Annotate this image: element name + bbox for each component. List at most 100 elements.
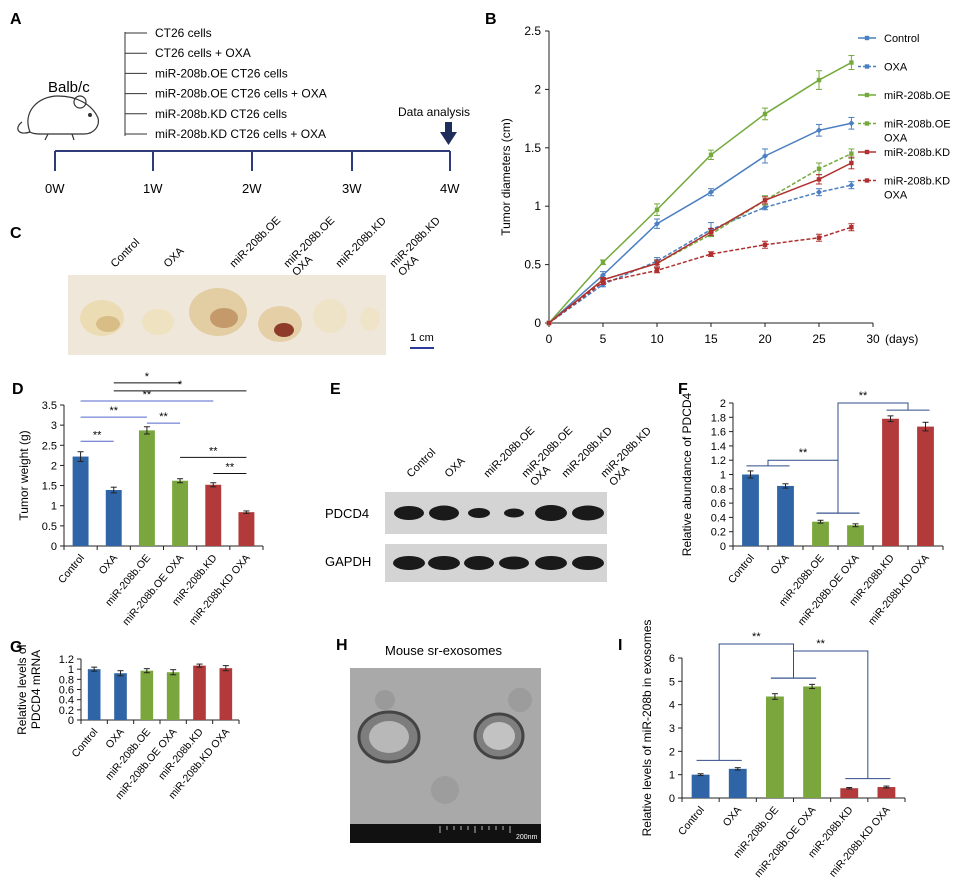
pdcd4-band xyxy=(504,508,524,518)
bar xyxy=(847,525,864,546)
chart-b: B 0 0.5 1 1.5 2 2.5 0 5 10 15 20 25 30 (days) Tumor dia… xyxy=(485,11,951,346)
b-point xyxy=(600,260,606,265)
bar xyxy=(777,485,794,546)
bar xyxy=(166,672,180,720)
tumor-label: miR-208b.OEOXA xyxy=(282,215,346,279)
gapdh-band xyxy=(393,556,425,570)
b-point xyxy=(708,229,714,235)
b-point xyxy=(816,189,822,196)
bar xyxy=(105,490,122,546)
b-y-tick-label: 2.5 xyxy=(524,24,541,38)
blot-lane-label: Control xyxy=(405,447,439,481)
b-legend-marker xyxy=(864,178,870,183)
gapdh-band xyxy=(464,556,494,570)
b-legend-label: OXA xyxy=(884,62,908,74)
b-legend-marker xyxy=(864,92,870,98)
category-label: miR-208b.KD OXA xyxy=(866,552,932,627)
category-label: miR-208b.OE OXA xyxy=(796,552,862,628)
y-tick-label: 1.6 xyxy=(711,427,726,439)
significance-label: ** xyxy=(209,445,218,457)
b-x-tick-label: 5 xyxy=(600,332,607,346)
b-point xyxy=(600,272,606,279)
gapdh-band xyxy=(428,556,460,570)
chart-g: G 00.20.40.60.811.2 Relative levels ofPDCD… xyxy=(10,639,240,802)
gapdh-band xyxy=(499,556,529,570)
panel-letter: G xyxy=(10,639,22,656)
significance-label: * xyxy=(145,371,150,383)
b-point xyxy=(816,235,822,240)
pdcd4-band xyxy=(468,508,490,518)
b-y-tick-label: 0.5 xyxy=(524,258,541,272)
panel-e-letter: E xyxy=(330,381,341,398)
y-tick-label: 1 xyxy=(51,501,57,513)
group-label: CT26 cells xyxy=(155,26,212,40)
significance-label: ** xyxy=(159,411,168,423)
significance-bracket xyxy=(793,650,869,779)
panel-a-letter: A xyxy=(10,11,22,28)
panel-h-letter: H xyxy=(336,637,348,654)
b-legend-label: Control xyxy=(884,33,919,45)
bar xyxy=(72,456,89,546)
y-tick-label: 2 xyxy=(51,460,57,472)
y-tick-label: 0.5 xyxy=(42,521,57,533)
blot-row-pdcd4: PDCD4 xyxy=(325,506,369,521)
significance-label: ** xyxy=(799,447,808,459)
category-label: OXA xyxy=(768,552,791,577)
y-tick-label: 0.8 xyxy=(59,674,74,686)
y-tick-label: 1.2 xyxy=(59,654,74,666)
y-tick-label: 1 xyxy=(68,664,74,676)
b-y-tick-label: 2 xyxy=(534,82,541,96)
b-x-tick-label: 10 xyxy=(650,332,664,346)
tumor-photo-samples xyxy=(80,288,380,342)
significance-label: ** xyxy=(143,389,152,401)
bar xyxy=(219,668,233,720)
b-legend-marker xyxy=(864,149,870,155)
gapdh-band xyxy=(572,556,604,570)
gapdh-band xyxy=(535,556,567,570)
category-label: Control xyxy=(676,804,707,838)
bar xyxy=(114,673,127,720)
y-tick-label: 0 xyxy=(720,541,726,553)
bar xyxy=(140,670,154,720)
significance-bracket xyxy=(837,402,909,514)
y-tick-label: 3 xyxy=(669,723,675,735)
group-list: CT26 cells CT26 cells + OXA miR-208b.OE CT… xyxy=(125,26,327,141)
blot-row-gapdh: GAPDH xyxy=(325,554,371,569)
tem-vesicles xyxy=(357,688,532,804)
b-legend-label: miR-208b.OE OXA xyxy=(884,119,951,145)
panel-b-letter: B xyxy=(485,11,497,28)
y-tick-label: 0.6 xyxy=(59,685,74,697)
group-label: CT26 cells + OXA xyxy=(155,46,251,60)
b-point xyxy=(600,279,606,285)
y-axis-label: Relative levels of miR-208b in exosomes xyxy=(640,620,654,837)
b-series-line xyxy=(548,61,852,324)
b-x-tick-label: 20 xyxy=(758,332,772,346)
y-tick-label: 0 xyxy=(669,793,675,805)
b-point xyxy=(816,166,822,172)
significance-label: * xyxy=(178,379,183,391)
bar xyxy=(877,787,896,798)
b-point xyxy=(849,225,854,230)
pdcd4-band xyxy=(394,506,424,520)
b-series-line xyxy=(548,162,852,324)
bar xyxy=(138,430,155,546)
tumor-label: miR-208b.OE xyxy=(228,215,284,271)
y-tick-label: 3.5 xyxy=(42,400,57,412)
timeline-label: 1W xyxy=(143,181,163,196)
b-point xyxy=(849,60,854,65)
y-axis-label: Tumor weight (g) xyxy=(17,430,31,520)
tumor-label: Control xyxy=(109,237,143,271)
y-tick-label: 0.6 xyxy=(711,498,726,510)
bar xyxy=(193,665,206,720)
h-scale-label: 200nm xyxy=(516,834,538,841)
y-tick-label: 0.4 xyxy=(711,512,726,524)
b-legend-marker xyxy=(864,35,870,41)
tem-scale-ticks xyxy=(439,826,511,833)
label-line: Relative levels of xyxy=(15,643,29,734)
timeline-label: 2W xyxy=(242,181,262,196)
b-point xyxy=(708,251,714,257)
b-x-tick-label: 30 xyxy=(866,332,880,346)
b-x-tick-label: 25 xyxy=(812,332,826,346)
panel-letter: D xyxy=(12,381,24,398)
